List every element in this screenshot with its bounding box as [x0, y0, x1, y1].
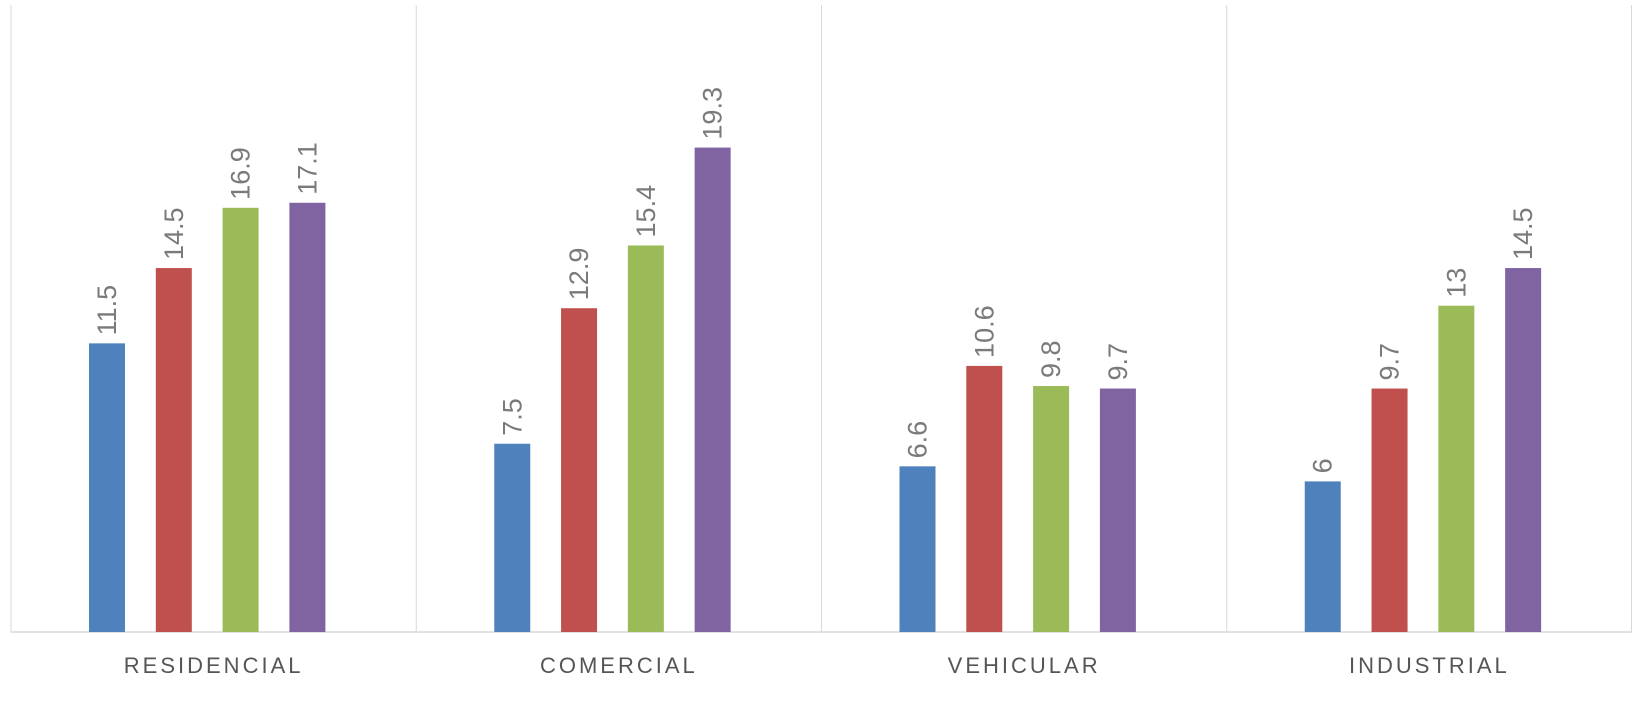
data-label: 17.1: [292, 142, 322, 195]
data-label: 7.5: [497, 398, 527, 436]
data-label: 9.7: [1375, 343, 1405, 381]
bar: [494, 443, 531, 632]
data-label: 15.4: [631, 185, 661, 238]
category-label: VEHICULAR: [948, 653, 1101, 678]
data-label: 14.5: [1508, 207, 1538, 260]
bar: [561, 308, 598, 632]
data-label: 9.8: [1036, 340, 1066, 378]
bar: [289, 202, 326, 633]
data-label: 6.6: [903, 421, 933, 459]
data-label: 14.5: [159, 207, 189, 260]
data-label: 16.9: [226, 147, 256, 200]
category-labels-layer: RESIDENCIAL COMERCIAL VEHICULAR INDUSTRIAL: [124, 653, 1510, 678]
category-label: COMERCIAL: [540, 653, 698, 678]
bar: [694, 147, 731, 632]
data-label: 10.6: [969, 305, 999, 358]
bar: [222, 207, 259, 632]
bar: [627, 245, 664, 632]
data-label: 19.3: [698, 87, 728, 140]
bar: [966, 365, 1003, 632]
data-label: 6: [1308, 458, 1338, 473]
bar: [899, 466, 936, 632]
category-label: INDUSTRIAL: [1349, 653, 1510, 678]
data-label: 11.5: [92, 285, 122, 336]
data-labels-layer: 11.5 14.5 16.9 17.1 7.5 12.9 15.4 19.3 6.6 10.6 9.…: [92, 87, 1538, 473]
data-label: 13: [1441, 268, 1471, 298]
bar: [1033, 386, 1070, 632]
data-label: 9.7: [1103, 343, 1133, 381]
bar: [89, 343, 125, 632]
bar: [1438, 305, 1475, 632]
bar: [1505, 268, 1542, 632]
bar: [1304, 481, 1341, 632]
bars-layer: [89, 147, 1542, 633]
bar: [155, 268, 192, 632]
bar: [1371, 388, 1408, 632]
category-label: RESIDENCIAL: [124, 653, 304, 678]
data-label: 12.9: [564, 248, 594, 301]
bar: [1099, 388, 1136, 632]
